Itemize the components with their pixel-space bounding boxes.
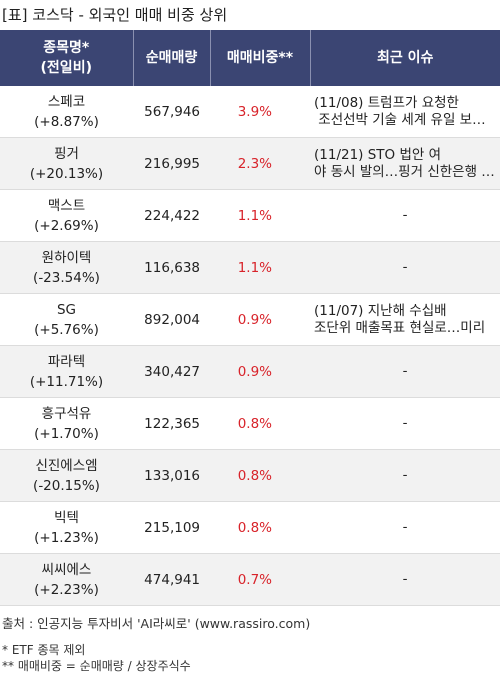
recent-issue: (11/07) 지난해 수십배 조단위 매출목표 현실로…미리 (310, 293, 500, 346)
table-row: 스페코 (+8.87%) 567,946 3.9% (11/08) 트럼프가 요청한 조… (0, 86, 500, 138)
issue-line-1: - (402, 519, 408, 535)
table-row: SG (+5.76%) 892,004 0.9% (11/07) 지난해 수십배 조단위 … (0, 293, 500, 346)
trading-ratio: 0.9% (210, 345, 310, 398)
stock-change: (+8.87%) (34, 113, 99, 130)
net-volume: 215,109 (133, 501, 210, 554)
trading-ratio: 1.1% (210, 241, 310, 294)
recent-issue: - (310, 449, 500, 502)
stock-name-cell: 스페코 (+8.87%) (0, 86, 133, 138)
stock-name-cell: SG (+5.76%) (0, 293, 133, 346)
net-volume: 892,004 (133, 293, 210, 346)
trading-ratio: 2.3% (210, 137, 310, 190)
stock-name-cell: 맥스트 (+2.69%) (0, 189, 133, 242)
issue-line-1: - (402, 415, 408, 431)
net-volume: 224,422 (133, 189, 210, 242)
etf-note: * ETF 종목 제외 (2, 643, 86, 657)
stock-name: 씨씨에스 (41, 561, 92, 578)
issue-line-1: - (402, 259, 408, 275)
table-row: 원하이텍 (-23.54%) 116,638 1.1% - (0, 241, 500, 294)
net-volume: 216,995 (133, 137, 210, 190)
recent-issue: - (310, 345, 500, 398)
stock-name: 스페코 (47, 93, 86, 110)
recent-issue: - (310, 241, 500, 294)
table-header-row: 종목명* (전일비) 순매매량 매매비중** 최근 이슈 (0, 30, 500, 86)
header-name-line1: 종목명* (43, 40, 90, 56)
stock-change: (+1.70%) (34, 425, 99, 442)
stock-name: 파라텍 (47, 353, 86, 370)
stock-change: (-20.15%) (33, 477, 100, 494)
issue-line-1: - (402, 467, 408, 483)
stock-name: SG (56, 301, 77, 318)
stock-change: (+2.23%) (34, 581, 99, 598)
footer: 출처 : 인공지능 투자비서 'AI라씨로' (www.rassiro.com)… (0, 614, 500, 674)
net-volume: 122,365 (133, 397, 210, 450)
stock-name-cell: 원하이텍 (-23.54%) (0, 241, 133, 294)
table-row: 흥구석유 (+1.70%) 122,365 0.8% - (0, 397, 500, 450)
header-ratio: 매매비중** (210, 30, 311, 86)
trading-ratio: 0.7% (210, 553, 310, 606)
trading-ratio: 0.8% (210, 501, 310, 554)
issue-line-1: - (402, 571, 408, 587)
net-volume: 567,946 (133, 86, 210, 138)
issue-line-2: 야 동시 발의…핑거 신한은행 … (314, 163, 495, 180)
table-title: [표] 코스닥 - 외국인 매매 비중 상위 (2, 6, 228, 24)
issue-line-1: (11/07) 지난해 수십배 (314, 302, 447, 319)
stock-name: 빅텍 (54, 509, 79, 526)
header-name-line2: (전일비) (40, 60, 92, 76)
stock-name-cell: 핑거 (+20.13%) (0, 137, 133, 190)
stock-change: (+20.13%) (29, 165, 104, 182)
stock-name: 맥스트 (47, 197, 86, 214)
stock-name: 신진에스엠 (35, 457, 98, 474)
stock-name: 핑거 (54, 145, 79, 162)
table-row: 씨씨에스 (+2.23%) 474,941 0.7% - (0, 553, 500, 606)
header-issue: 최근 이슈 (310, 30, 500, 86)
foreign-trading-table: 종목명* (전일비) 순매매량 매매비중** 최근 이슈 스페코 (+8.87%)… (0, 30, 500, 606)
table-row: 신진에스엠 (-20.15%) 133,016 0.8% - (0, 449, 500, 502)
issue-line-1: - (402, 363, 408, 379)
recent-issue: (11/08) 트럼프가 요청한 조선선박 기술 세계 유일 보… (310, 86, 500, 138)
stock-name: 흥구석유 (41, 405, 92, 422)
issue-line-2: 조선선박 기술 세계 유일 보… (314, 111, 486, 128)
trading-ratio: 0.8% (210, 397, 310, 450)
header-volume: 순매매량 (133, 30, 211, 86)
stock-change: (-23.54%) (33, 269, 100, 286)
stock-name: 원하이텍 (41, 249, 92, 266)
stock-name-cell: 씨씨에스 (+2.23%) (0, 553, 133, 606)
issue-line-2: 조단위 매출목표 현실로…미리 (314, 319, 486, 336)
stock-name-cell: 신진에스엠 (-20.15%) (0, 449, 133, 502)
trading-ratio: 3.9% (210, 86, 310, 138)
recent-issue: - (310, 553, 500, 606)
stock-name-cell: 빅텍 (+1.23%) (0, 501, 133, 554)
recent-issue: - (310, 189, 500, 242)
stock-change: (+11.71%) (29, 373, 104, 390)
trading-ratio: 0.9% (210, 293, 310, 346)
stock-name-cell: 파라텍 (+11.71%) (0, 345, 133, 398)
recent-issue: - (310, 501, 500, 554)
net-volume: 340,427 (133, 345, 210, 398)
trading-ratio: 1.1% (210, 189, 310, 242)
issue-line-1: (11/08) 트럼프가 요청한 (314, 94, 459, 111)
trading-ratio: 0.8% (210, 449, 310, 502)
stock-change: (+5.76%) (34, 321, 99, 338)
net-volume: 116,638 (133, 241, 210, 294)
table-row: 파라텍 (+11.71%) 340,427 0.9% - (0, 345, 500, 398)
recent-issue: - (310, 397, 500, 450)
table-row: 맥스트 (+2.69%) 224,422 1.1% - (0, 189, 500, 242)
stock-name-cell: 흥구석유 (+1.70%) (0, 397, 133, 450)
net-volume: 133,016 (133, 449, 210, 502)
table-row: 빅텍 (+1.23%) 215,109 0.8% - (0, 501, 500, 554)
source-note: 출처 : 인공지능 투자비서 'AI라씨로' (www.rassiro.com) (2, 616, 311, 631)
net-volume: 474,941 (133, 553, 210, 606)
issue-line-1: (11/21) STO 법안 여 (314, 146, 442, 163)
ratio-definition-note: ** 매매비중 = 순매매량 / 상장주식수 (2, 659, 191, 673)
header-name: 종목명* (전일비) (0, 30, 134, 86)
stock-change: (+2.69%) (34, 217, 99, 234)
stock-change: (+1.23%) (34, 529, 99, 546)
issue-line-1: - (402, 207, 408, 223)
